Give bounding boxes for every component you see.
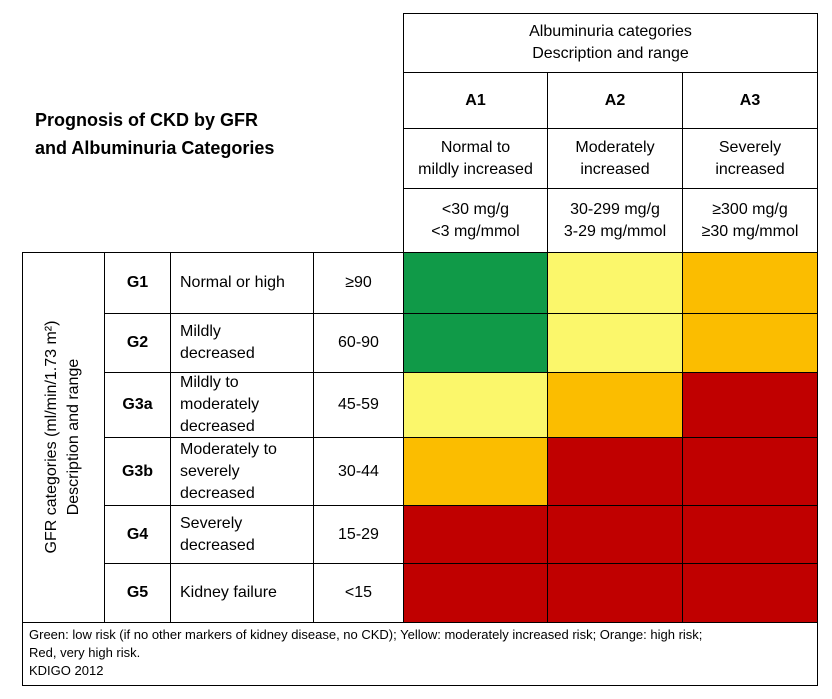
risk-cell [403, 252, 548, 314]
albuminuria-range-line: ≥30 mg/mmol [701, 222, 799, 240]
gfr-description-line: Severely [180, 514, 243, 532]
risk-cell [682, 313, 818, 373]
risk-cell [403, 313, 548, 373]
gfr-description-line: moderately [180, 396, 260, 413]
gfr-description-line: decreased [180, 345, 255, 362]
gfr-code-line: G3a [122, 396, 153, 413]
gfr-range-line: 30-44 [338, 462, 379, 480]
footer-legend: Red, very high risk. [29, 645, 141, 660]
footer: Green: low risk (if no other markers of … [22, 622, 818, 686]
risk-cell [682, 563, 818, 623]
gfr-range-line: <15 [344, 584, 373, 601]
risk-cell [403, 437, 548, 506]
albuminuria-description: Severely increased [682, 128, 818, 189]
albuminuria-range-line: 30-299 mg/g [570, 200, 660, 218]
gfr-description: Mildly to moderately decreased [170, 372, 314, 438]
gfr-code-line: G1 [126, 274, 149, 291]
risk-cell [682, 437, 818, 506]
gfr-code-line: G3b [121, 462, 154, 480]
risk-cell [547, 505, 683, 564]
risk-cell [403, 505, 548, 564]
gfr-code: G1 [104, 252, 171, 314]
gfr-code-line: G4 [126, 525, 149, 543]
gfr-description-line: decreased [180, 536, 255, 554]
gfr-range: 15-29 [313, 505, 404, 564]
gfr-code-line: G5 [126, 584, 149, 601]
gfr-range: <15 [313, 563, 404, 623]
albuminuria-heading-line: Description and range [532, 45, 689, 62]
albuminuria-heading: Albuminuria categories Description and ra… [403, 13, 818, 73]
albuminuria-range: 30-299 mg/g 3-29 mg/mmol [547, 188, 683, 253]
gfr-range: 30-44 [313, 437, 404, 506]
risk-cell [547, 372, 683, 438]
gfr-description-line: Kidney failure [180, 584, 277, 601]
albuminuria-code: A3 [682, 72, 818, 129]
footer-legend: Green: low risk (if no other markers of … [29, 627, 703, 642]
gfr-range: 60-90 [313, 313, 404, 373]
gfr-description-line: decreased [180, 418, 255, 435]
albuminuria-description-line: Severely [718, 138, 782, 156]
albuminuria-heading-line: Albuminuria categories [529, 23, 692, 40]
gfr-description-line: Mildly to [180, 374, 239, 391]
gfr-code: G3b [104, 437, 171, 506]
albuminuria-range-line: <30 mg/g [441, 200, 510, 218]
gfr-description-line: Normal or high [180, 274, 285, 291]
gfr-description-line: Mildly [180, 323, 221, 340]
gfr-range-line: 45-59 [338, 396, 379, 413]
risk-cell [547, 313, 683, 373]
albuminuria-code-line: A3 [739, 91, 761, 109]
risk-cell [682, 252, 818, 314]
gfr-description: Moderately to severely decreased [170, 437, 314, 506]
gfr-description-line: decreased [180, 484, 255, 502]
title: Prognosis of CKD by GFR and Albuminuria C… [35, 106, 274, 162]
albuminuria-range: <30 mg/g <3 mg/mmol [403, 188, 548, 253]
albuminuria-description: Normal to mildly increased [403, 128, 548, 189]
gfr-description: Severely decreased [170, 505, 314, 564]
gfr-range-line: 60-90 [338, 334, 379, 351]
gfr-range: ≥90 [313, 252, 404, 314]
albuminuria-description: Moderately increased [547, 128, 683, 189]
albuminuria-code: A2 [547, 72, 683, 129]
albuminuria-description-line: increased [715, 160, 785, 178]
risk-cell [403, 563, 548, 623]
gfr-description: Normal or high [170, 252, 314, 314]
gfr-heading-line: Description and range [65, 358, 82, 516]
gfr-description: Mildly decreased [170, 313, 314, 373]
albuminuria-description-line: increased [580, 160, 650, 178]
risk-cell [403, 372, 548, 438]
risk-cell [682, 372, 818, 438]
gfr-description-line: Moderately to [180, 440, 277, 458]
gfr-heading-line: GFR categories (ml/min/1.73 m²) [43, 320, 60, 554]
albuminuria-range-line: <3 mg/mmol [431, 222, 520, 240]
gfr-code: G4 [104, 505, 171, 564]
gfr-code-line: G2 [126, 334, 149, 351]
albuminuria-code-line: A2 [604, 91, 626, 109]
albuminuria-range: ≥300 mg/g ≥30 mg/mmol [682, 188, 818, 253]
footer-source: KDIGO 2012 [29, 663, 104, 678]
risk-cell [547, 252, 683, 314]
risk-cell [547, 437, 683, 506]
gfr-range-line: ≥90 [345, 274, 372, 291]
albuminuria-code: A1 [403, 72, 548, 129]
risk-cell [682, 505, 818, 564]
albuminuria-code-line: A1 [465, 91, 486, 109]
albuminuria-description-line: mildly increased [418, 160, 533, 178]
gfr-code: G3a [104, 372, 171, 438]
gfr-range-line: 15-29 [338, 525, 379, 543]
gfr-description-line: severely [180, 462, 240, 480]
gfr-heading: GFR categories (ml/min/1.73 m²) Descripti… [41, 267, 85, 607]
title-line: Prognosis of CKD by GFR [35, 110, 259, 130]
albuminuria-range-line: 3-29 mg/mmol [563, 222, 667, 240]
albuminuria-range-line: ≥300 mg/g [712, 200, 788, 218]
albuminuria-description-line: Moderately [575, 138, 655, 156]
gfr-code: G5 [104, 563, 171, 623]
gfr-range: 45-59 [313, 372, 404, 438]
gfr-description: Kidney failure [170, 563, 314, 623]
albuminuria-description-line: Normal to [440, 138, 511, 156]
gfr-code: G2 [104, 313, 171, 373]
title-line: and Albuminuria Categories [35, 138, 275, 158]
risk-cell [547, 563, 683, 623]
